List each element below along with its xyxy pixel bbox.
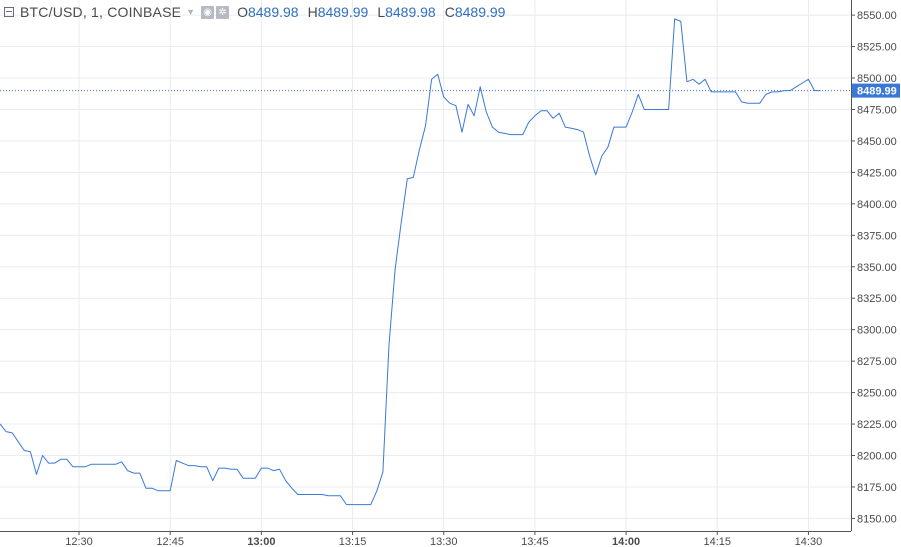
y-tick-label: 8375.00 xyxy=(857,230,897,242)
ohlc-low: L8489.98 xyxy=(377,4,436,20)
y-tick-label: 8150.00 xyxy=(857,513,897,525)
y-tick-label: 8525.00 xyxy=(857,42,897,54)
x-tick-label: 12:30 xyxy=(65,536,93,547)
y-tick-label: 8425.00 xyxy=(857,167,897,179)
ohlc-close: C8489.99 xyxy=(444,4,506,20)
chart-series xyxy=(0,18,851,506)
y-tick-label: 8200.00 xyxy=(857,451,897,463)
symbol-title[interactable]: BTC/USD, 1, COINBASE xyxy=(20,4,182,20)
y-tick-label: 8250.00 xyxy=(857,388,897,400)
x-tick-label: 14:00 xyxy=(612,536,640,547)
last-price-label: 8489.99 xyxy=(857,86,897,98)
x-tick-label: 12:45 xyxy=(156,536,184,547)
y-tick-label: 8500.00 xyxy=(857,73,897,85)
y-tick-label: 8400.00 xyxy=(857,199,897,211)
price-line xyxy=(0,18,821,506)
x-tick-label: 14:30 xyxy=(795,536,823,547)
y-tick-label: 8475.00 xyxy=(857,104,897,116)
last-price-tag xyxy=(852,83,900,98)
y-tick-label: 8450.00 xyxy=(857,136,897,148)
x-tick-label: 13:30 xyxy=(430,536,458,547)
y-tick-label: 8325.00 xyxy=(857,293,897,305)
chevron-down-icon[interactable]: ▼ xyxy=(186,7,196,17)
ohlc-values: O8489.98 H8489.99 L8489.98 C8489.99 xyxy=(237,4,505,20)
eye-icon[interactable]: ◉ xyxy=(201,5,215,19)
y-tick-label: 8550.00 xyxy=(857,10,897,22)
chart-legend: BTC/USD, 1, COINBASE ▼ ◉ ✲ O8489.98 H848… xyxy=(4,3,505,21)
collapse-icon[interactable] xyxy=(4,7,14,17)
y-tick-label: 8300.00 xyxy=(857,325,897,337)
x-tick-label: 14:15 xyxy=(704,536,732,547)
y-tick-label: 8225.00 xyxy=(857,419,897,431)
gear-icon[interactable]: ✲ xyxy=(216,5,230,19)
ohlc-open: O8489.98 xyxy=(237,4,299,20)
chart-grid xyxy=(0,0,851,531)
x-tick-label: 13:00 xyxy=(247,536,275,547)
x-tick-label: 13:45 xyxy=(521,536,549,547)
y-tick-label: 8275.00 xyxy=(857,356,897,368)
y-tick-label: 8350.00 xyxy=(857,262,897,274)
y-tick-label: 8175.00 xyxy=(857,482,897,494)
x-tick-label: 13:15 xyxy=(339,536,367,547)
ohlc-high: H8489.99 xyxy=(307,4,369,20)
